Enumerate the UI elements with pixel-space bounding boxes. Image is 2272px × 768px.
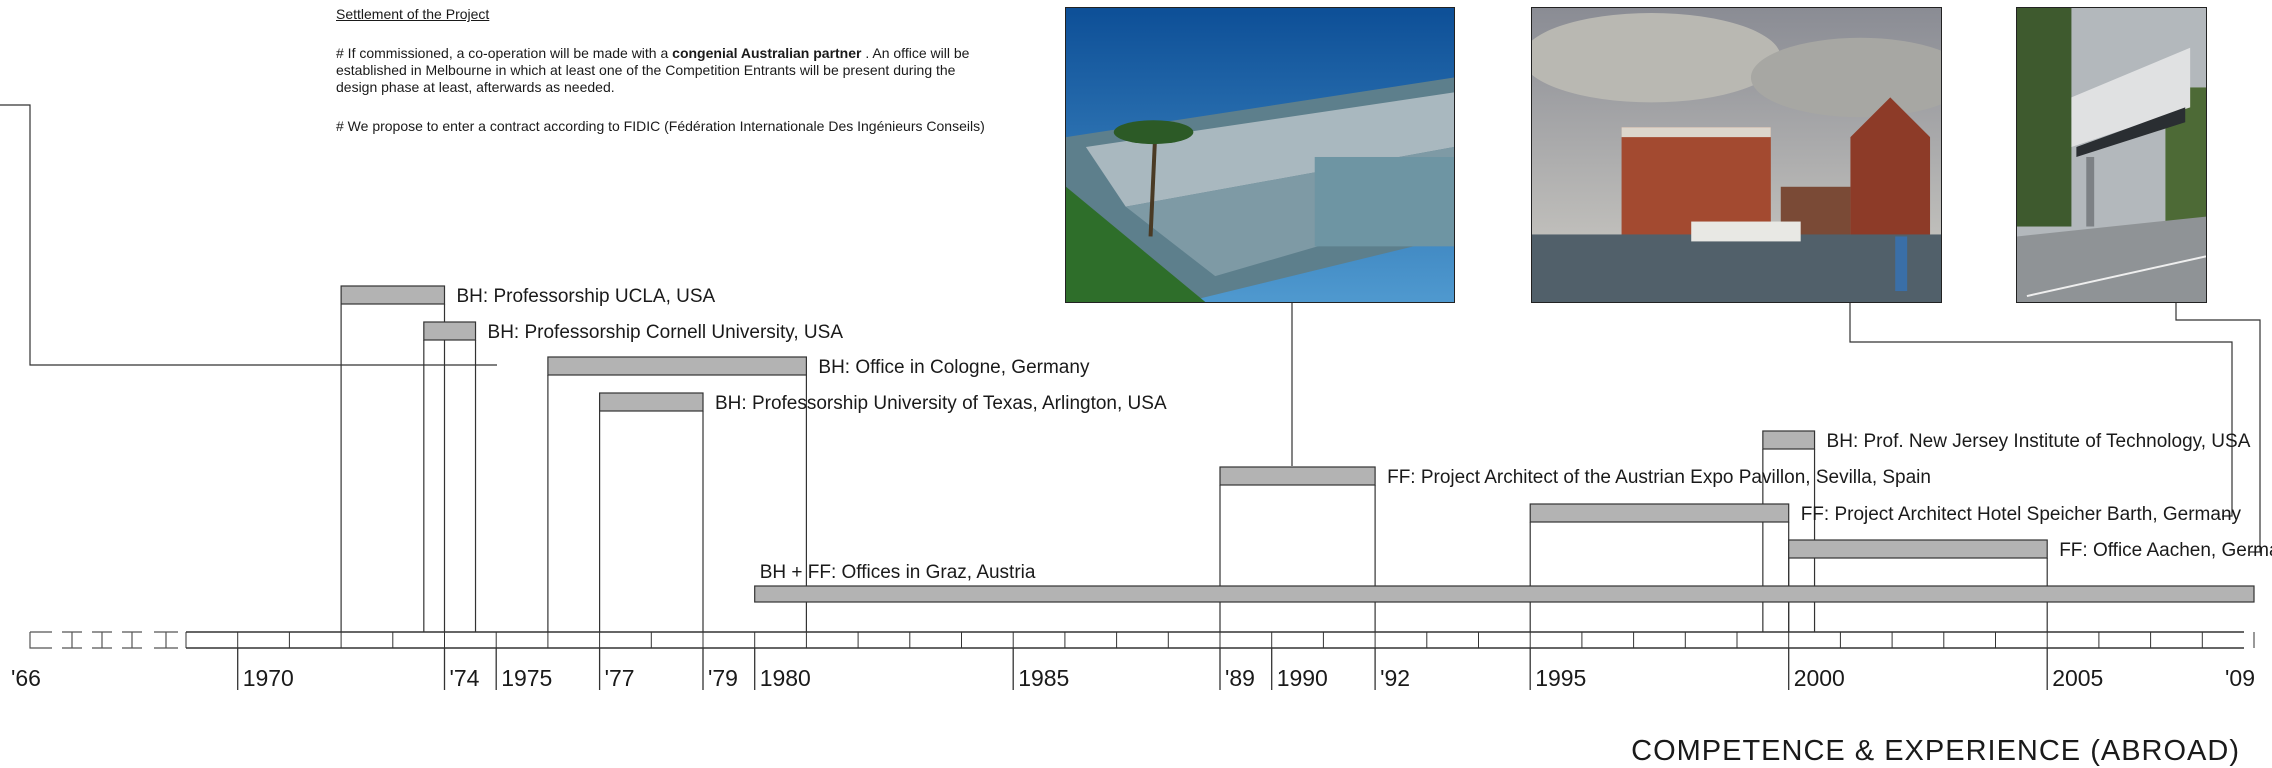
axis-dashed-start: [29, 631, 178, 649]
axis-label: '74: [450, 665, 480, 691]
event-label: FF: Office Aachen, Germany: [2059, 540, 2272, 561]
axis-label: 1980: [760, 665, 811, 691]
connector-lines: [0, 104, 2261, 553]
connector-hotel-photo: [1849, 302, 2233, 517]
axis-label: '77: [605, 665, 635, 691]
expo-pavilion-sevilla-photo: [1065, 7, 1455, 303]
event-label: FF: Project Architect Hotel Speicher Bar…: [1801, 504, 2242, 525]
event-bar: [754, 585, 2255, 603]
p1-text-end: . An office will be established in Melbo…: [336, 45, 970, 95]
axis-label: '79: [708, 665, 738, 691]
event-bar: [1219, 466, 1376, 486]
axis-label: 1985: [1018, 665, 1069, 691]
aachen-building-photo: [2016, 7, 2207, 303]
timeline-axis: '66 1970 '74 1975 '77 '79 1980 1985 '89 1990 '92 19…: [11, 631, 2255, 691]
axis-label: '66: [11, 665, 41, 691]
event-label: BH: Professorship UCLA, USA: [457, 286, 716, 307]
p1-text-start: # If commissioned, a co-operation will b…: [336, 45, 673, 61]
event-label: BH: Professorship University of Texas, A…: [715, 393, 1167, 414]
event-bar: [423, 321, 477, 341]
settlement-title: Settlement of the Project: [336, 6, 490, 22]
page-title: COMPETENCE & EXPERIENCE (ABROAD): [1631, 735, 2240, 767]
settlement-paragraph-1: # If commissioned, a co-operation will b…: [336, 45, 986, 96]
event-bar: [1529, 503, 1790, 523]
axis-label: 2005: [2052, 665, 2103, 691]
event-label: BH: Office in Cologne, Germany: [818, 357, 1090, 378]
event-bar: [1788, 539, 2048, 559]
axis-label: '89: [1225, 665, 1255, 691]
event-bar: [598, 392, 704, 412]
settlement-paragraph-2: # We propose to enter a contract accordi…: [336, 118, 985, 134]
p1-bold-text: congenial Australian partner: [672, 45, 862, 61]
event-label: BH + FF: Offices in Graz, Austria: [760, 562, 1036, 583]
hotel-speicher-barth-photo: [1531, 7, 1942, 303]
connector-settlement-to-cologne: [0, 104, 497, 366]
event-bar: [340, 285, 446, 305]
event-label: BH: Prof. New Jersey Institute of Techno…: [1827, 431, 2251, 452]
settlement-notes: Settlement of the Project # If commissio…: [336, 6, 986, 157]
axis-label: 1990: [1277, 665, 1328, 691]
event-label: BH: Professorship Cornell University, US…: [488, 322, 844, 343]
event-bar: [547, 356, 808, 376]
event-bar: [1762, 430, 1816, 450]
axis-label: 1975: [501, 665, 552, 691]
axis-label: '92: [1380, 665, 1410, 691]
event-label: FF: Project Architect of the Austrian Ex…: [1387, 467, 1931, 488]
axis-label: '09: [2225, 665, 2255, 691]
connector-aachen-photo: [2175, 302, 2261, 553]
axis-label: 2000: [1794, 665, 1845, 691]
axis-label: 1970: [243, 665, 294, 691]
axis-label: 1995: [1535, 665, 1586, 691]
